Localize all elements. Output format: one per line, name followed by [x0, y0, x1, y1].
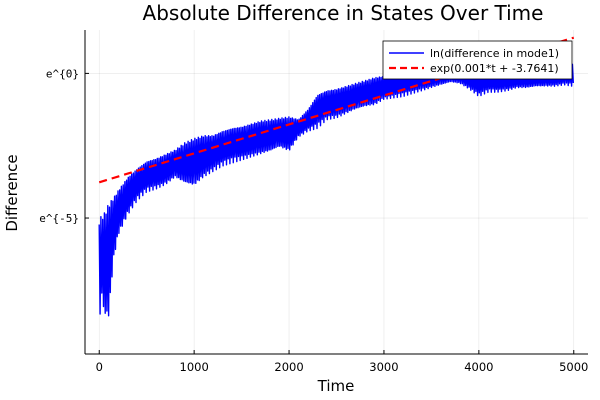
- x-tick-label: 1000: [180, 360, 209, 374]
- x-axis-label: Time: [317, 377, 355, 395]
- legend-box: [382, 40, 573, 80]
- x-tick-label: 0: [96, 360, 103, 374]
- x-tick-label: 3000: [369, 360, 398, 374]
- plot-frame: [84, 30, 588, 355]
- series-line-exponential-fit: [98, 36, 575, 184]
- y-tick-label: e^{0}: [46, 67, 79, 80]
- legend-label-exponential-fit: exp(0.001*t + -3.7641): [430, 62, 559, 75]
- y-tick-label: e^{-5}: [39, 212, 79, 225]
- x-tick-label: 2000: [274, 360, 303, 374]
- chart-title: Absolute Difference in States Over Time: [143, 1, 544, 25]
- legend-label-mode1-difference: ln(difference in mode1): [430, 47, 559, 60]
- series-mode1-difference: [98, 63, 574, 317]
- series-exponential-fit: [98, 36, 575, 184]
- y-axis-label: Difference: [3, 154, 21, 231]
- series-line-mode1-difference: [98, 63, 574, 317]
- x-tick-label: 4000: [464, 360, 493, 374]
- x-tick-label: 5000: [559, 360, 588, 374]
- legend: ln(difference in mode1) exp(0.001*t + -3…: [382, 40, 573, 80]
- x-axis-ticks: 0 1000 2000 3000 4000 5000: [96, 350, 588, 374]
- y-axis-ticks: e^{0} e^{-5}: [39, 67, 89, 225]
